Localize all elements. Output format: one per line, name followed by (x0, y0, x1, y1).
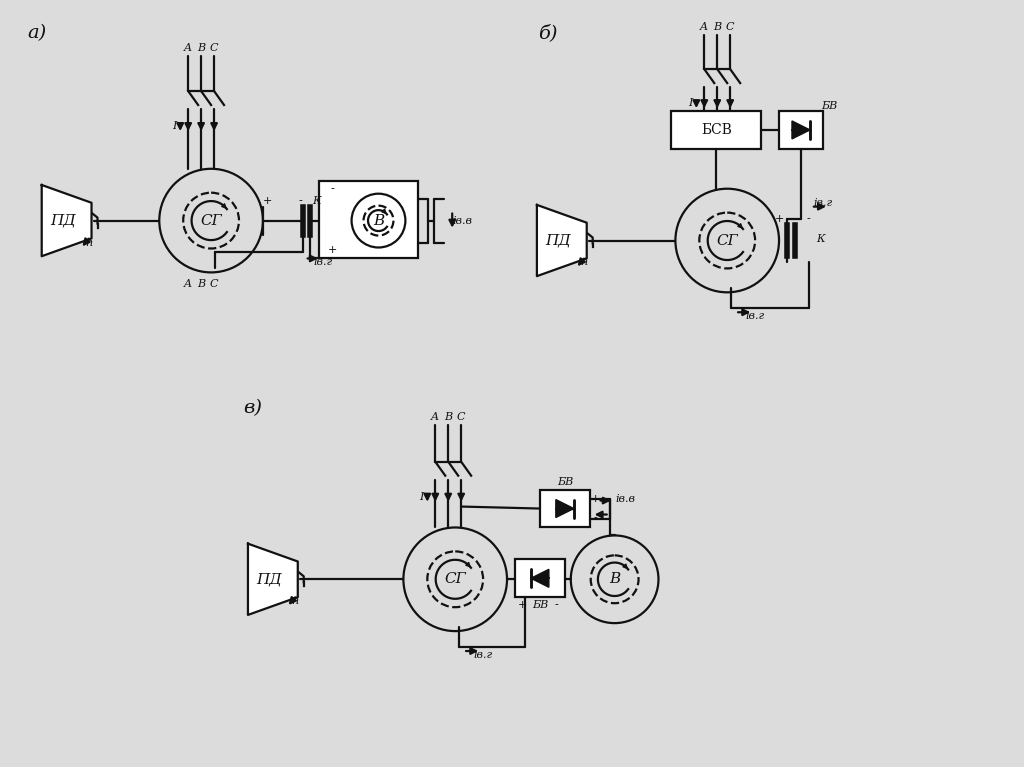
Text: A: A (184, 279, 193, 289)
Text: -: - (555, 601, 559, 611)
Polygon shape (530, 569, 549, 588)
Text: iв.г: iв.г (745, 311, 765, 321)
Text: ПД: ПД (545, 233, 570, 248)
Text: iв.в: iв.в (453, 216, 472, 225)
Bar (318, 181, 419, 258)
Text: n: n (291, 596, 298, 606)
Text: БВ: БВ (531, 601, 548, 611)
Text: B: B (197, 43, 205, 53)
Text: ПД: ПД (50, 213, 76, 228)
Bar (515, 559, 565, 597)
Polygon shape (556, 499, 573, 518)
Text: n: n (85, 238, 92, 248)
Text: C: C (210, 43, 218, 53)
Text: +: + (263, 196, 272, 206)
Text: СГ: СГ (717, 233, 738, 248)
Text: I: I (419, 492, 424, 502)
Text: C: C (726, 22, 734, 32)
Text: б): б) (539, 25, 558, 42)
Text: в): в) (244, 399, 262, 417)
Text: В: В (609, 572, 621, 586)
Polygon shape (537, 205, 587, 276)
Text: A: A (700, 22, 709, 32)
Text: +: + (591, 494, 600, 504)
Text: iв.в: iв.в (615, 494, 636, 504)
Text: К: К (312, 196, 321, 206)
Polygon shape (42, 185, 91, 256)
Text: БСВ: БСВ (700, 123, 732, 137)
Text: -: - (331, 184, 335, 194)
Text: +: + (774, 213, 783, 224)
Text: +: + (518, 601, 527, 611)
Text: B: B (713, 22, 721, 32)
Text: B: B (444, 412, 453, 422)
Text: B: B (197, 279, 205, 289)
Text: -: - (299, 196, 303, 206)
Text: n: n (581, 258, 588, 268)
Text: -: - (594, 514, 598, 524)
Text: СГ: СГ (444, 572, 466, 586)
Text: A: A (184, 43, 193, 53)
Text: БВ: БВ (820, 101, 837, 111)
Text: I: I (688, 98, 692, 108)
Text: +: + (328, 245, 337, 255)
Text: а): а) (27, 25, 46, 42)
Bar (672, 111, 761, 149)
Text: iв.г: iв.г (313, 258, 332, 268)
Text: ПД: ПД (256, 572, 282, 586)
Bar (779, 111, 823, 149)
Text: A: A (431, 412, 439, 422)
Text: В: В (373, 213, 384, 228)
Polygon shape (248, 544, 298, 615)
Bar (540, 489, 590, 528)
Text: C: C (210, 279, 218, 289)
Text: К: К (816, 233, 825, 244)
Text: БВ: БВ (557, 476, 573, 486)
Text: C: C (457, 412, 466, 422)
Text: iв.г: iв.г (473, 650, 493, 660)
Text: СГ: СГ (201, 213, 222, 228)
Polygon shape (792, 121, 810, 139)
Text: -: - (807, 213, 811, 224)
Text: I: I (172, 121, 176, 131)
Text: iв.г: iв.г (813, 198, 833, 208)
